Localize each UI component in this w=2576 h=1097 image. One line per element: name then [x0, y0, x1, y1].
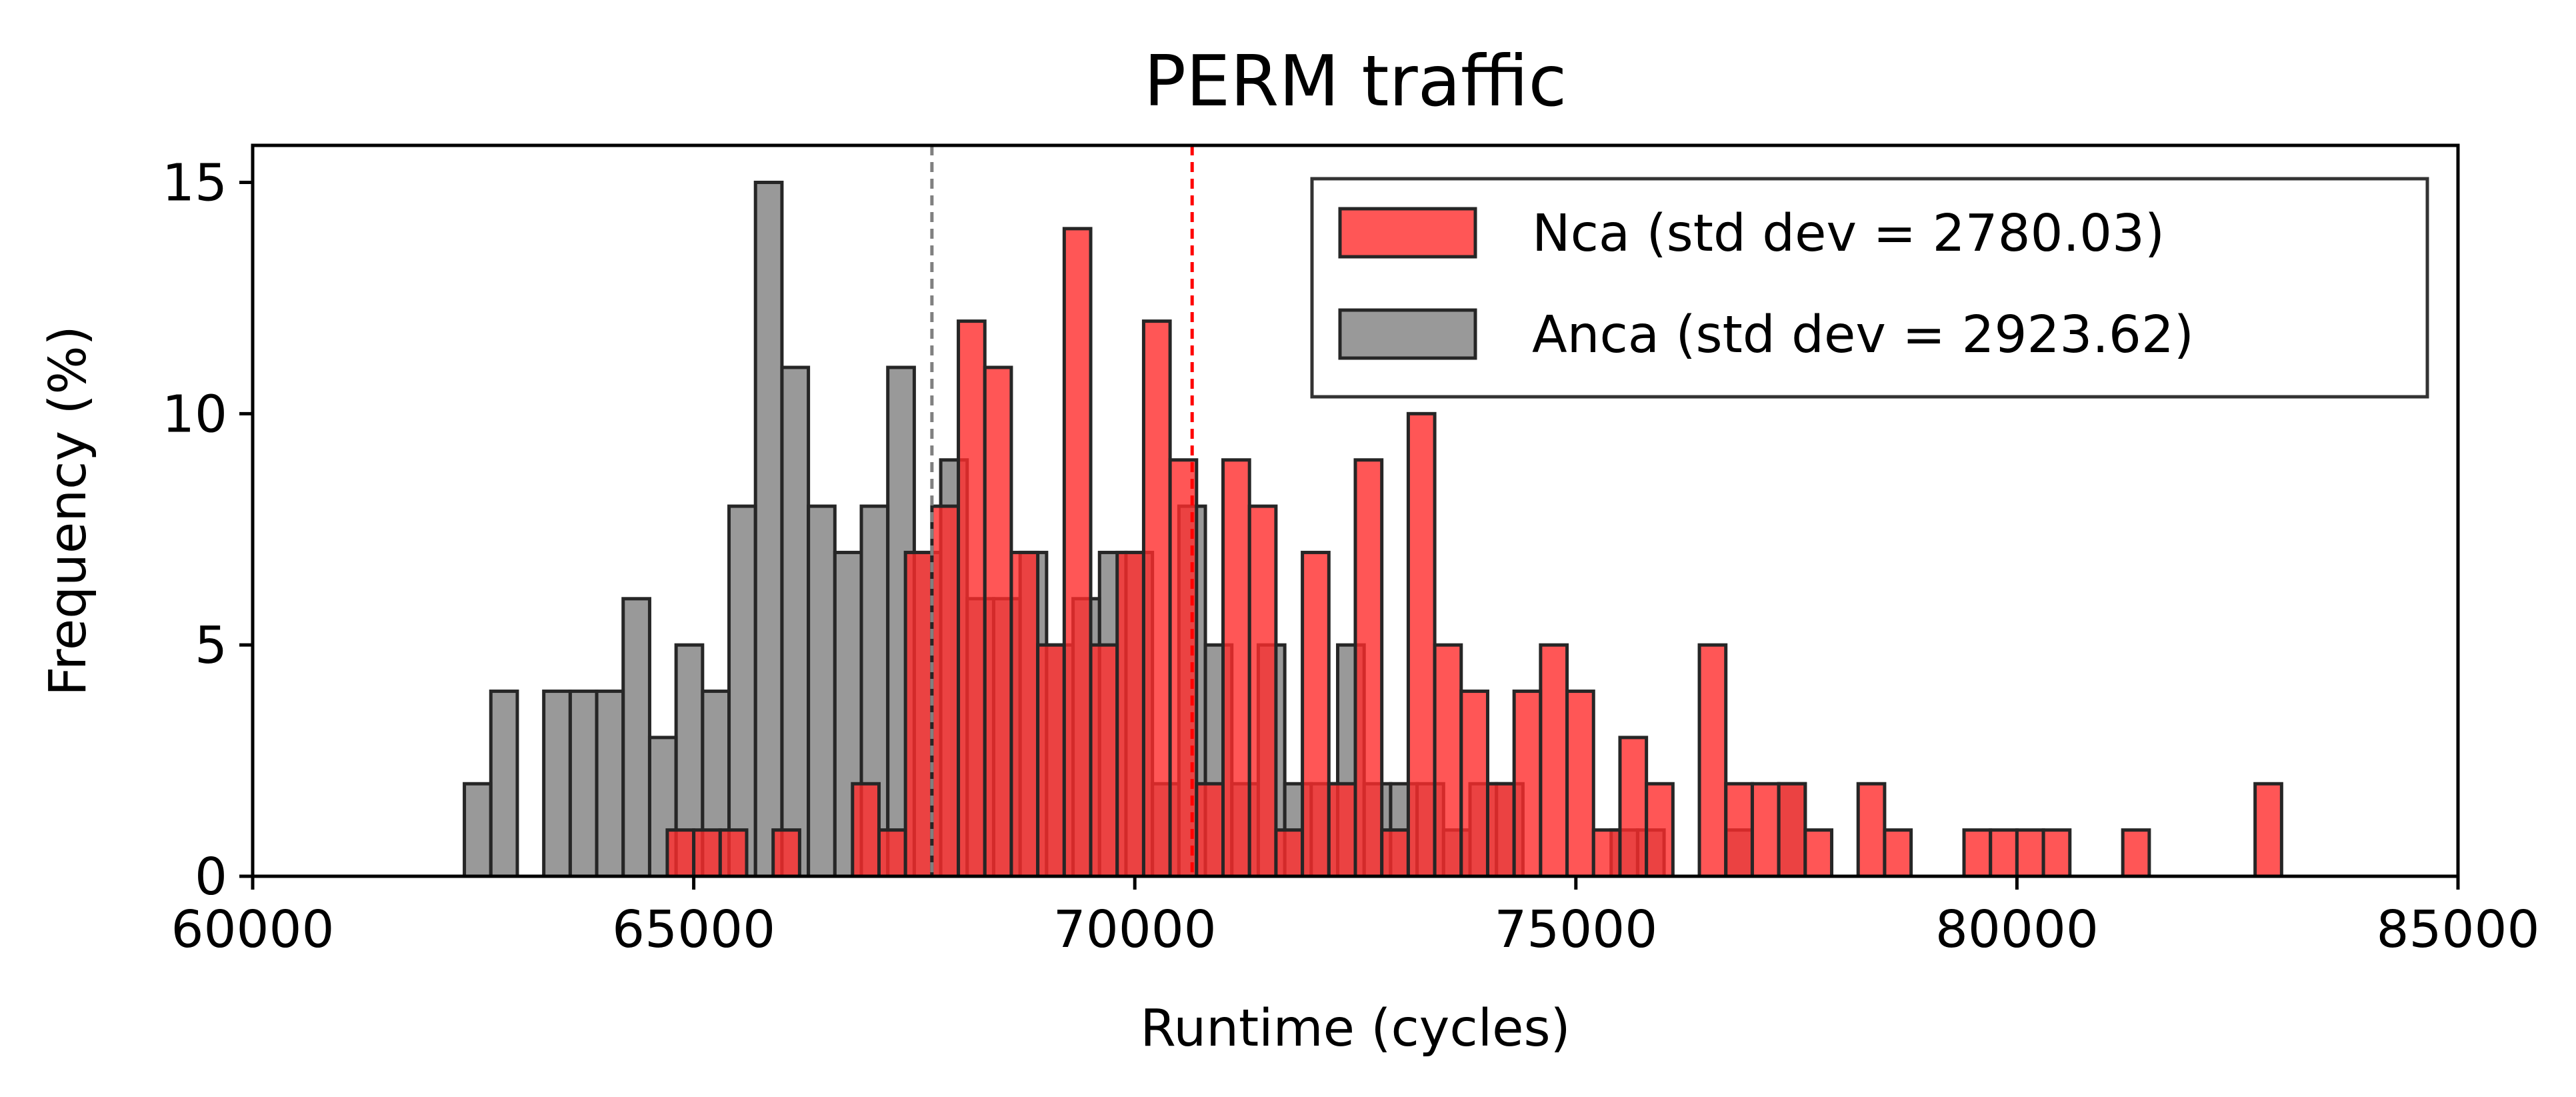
nca-bar-2: [718, 828, 749, 878]
nca-bar-46: [2121, 828, 2151, 878]
anca-bar-10: [753, 180, 784, 878]
x-tick-label: 60000: [171, 900, 335, 960]
nca-bar-28: [1485, 782, 1516, 878]
nca-bar-43: [1989, 828, 2019, 878]
nca-bar-29: [1512, 690, 1543, 878]
nca-bar-9: [983, 365, 1013, 878]
nca-bar-1: [692, 828, 722, 878]
nca-bar-23: [1353, 458, 1384, 878]
nca-bar-26: [1433, 643, 1463, 878]
nca-bar-34: [1645, 782, 1675, 878]
nca-bar-14: [1115, 550, 1145, 878]
y-tick-label: 5: [195, 616, 227, 676]
anca-bar-12: [807, 504, 837, 878]
legend-swatch-anca: [1338, 308, 1477, 360]
nca-bar-38: [1777, 782, 1807, 878]
chart-title: PERM traffic: [1144, 41, 1567, 122]
nca-bar-21: [1301, 550, 1331, 878]
nca-bar-12: [1062, 227, 1093, 878]
anca-bar-11: [780, 365, 811, 878]
y-tick-label: 15: [162, 153, 227, 213]
nca-bar-8: [957, 319, 987, 878]
anca-bar-0: [463, 782, 493, 878]
x-tick-label: 70000: [1053, 900, 1217, 960]
y-axis-label: Frequency (%): [39, 325, 98, 696]
nca-bar-42: [1962, 828, 1993, 878]
x-tick-label: 65000: [612, 900, 775, 960]
nca-bar-3: [771, 828, 801, 878]
nca-bar-5: [877, 828, 907, 878]
anca-bar-5: [621, 597, 651, 878]
legend-frame: [1310, 177, 2429, 399]
nca-bar-35: [1697, 643, 1728, 878]
anca-bar-9: [727, 504, 757, 878]
x-tick-label: 85000: [2377, 900, 2540, 960]
nca-bar-17: [1195, 782, 1225, 878]
nca-bar-19: [1247, 504, 1278, 878]
anca-bar-1: [489, 690, 519, 878]
nca-bar-11: [1036, 643, 1066, 878]
nca-bar-7: [930, 504, 961, 878]
y-axis-ticks: 0 5 10 15: [162, 153, 253, 907]
nca-bar-15: [1141, 319, 1172, 878]
plot-frame: [251, 143, 2460, 878]
legend: Nca (std dev = 2780.03) Anca (std dev = …: [1310, 177, 2429, 399]
nca-bar-27: [1459, 690, 1489, 878]
nca-bar-4: [851, 782, 881, 878]
x-tick-label: 80000: [1935, 900, 2099, 960]
x-axis-label: Runtime (cycles): [1140, 999, 1570, 1058]
nca-bar-36: [1724, 782, 1754, 878]
nca-bar-31: [1565, 690, 1595, 878]
nca-bar-47: [2253, 782, 2283, 878]
nca-bar-39: [1803, 828, 1834, 878]
nca-bar-41: [1883, 828, 1913, 878]
nca-bar-33: [1618, 736, 1649, 878]
x-axis-ticks: 60000 65000 70000 75000 80000 85000: [171, 876, 2540, 960]
nca-bars: [665, 227, 2283, 878]
nca-bar-30: [1539, 643, 1569, 878]
legend-label-anca: Anca (std dev = 2923.62): [1532, 305, 2194, 365]
nca-bar-10: [1009, 550, 1040, 878]
nca-bar-40: [1856, 782, 1887, 878]
nca-bar-32: [1591, 828, 1622, 878]
y-tick-label: 10: [162, 385, 227, 444]
y-tick-label: 0: [195, 848, 227, 907]
nca-bar-18: [1221, 458, 1251, 878]
nca-bar-6: [903, 550, 934, 878]
nca-bar-24: [1380, 828, 1410, 878]
legend-swatch-nca: [1338, 207, 1477, 259]
anca-bar-4: [595, 690, 625, 878]
legend-label-nca: Nca (std dev = 2780.03): [1532, 204, 2165, 263]
nca-bar-45: [2041, 828, 2072, 878]
nca-bar-25: [1406, 411, 1437, 878]
nca-bar-20: [1274, 828, 1305, 878]
mean-lines: [930, 145, 1194, 876]
nca-bar-37: [1750, 782, 1781, 878]
anca-bar-2: [542, 690, 572, 878]
x-tick-label: 75000: [1494, 900, 1657, 960]
anca-bar-3: [568, 690, 599, 878]
nca-bar-44: [2015, 828, 2045, 878]
nca-bar-13: [1089, 643, 1119, 878]
nca-bar-22: [1327, 782, 1357, 878]
nca-bar-0: [665, 828, 696, 878]
